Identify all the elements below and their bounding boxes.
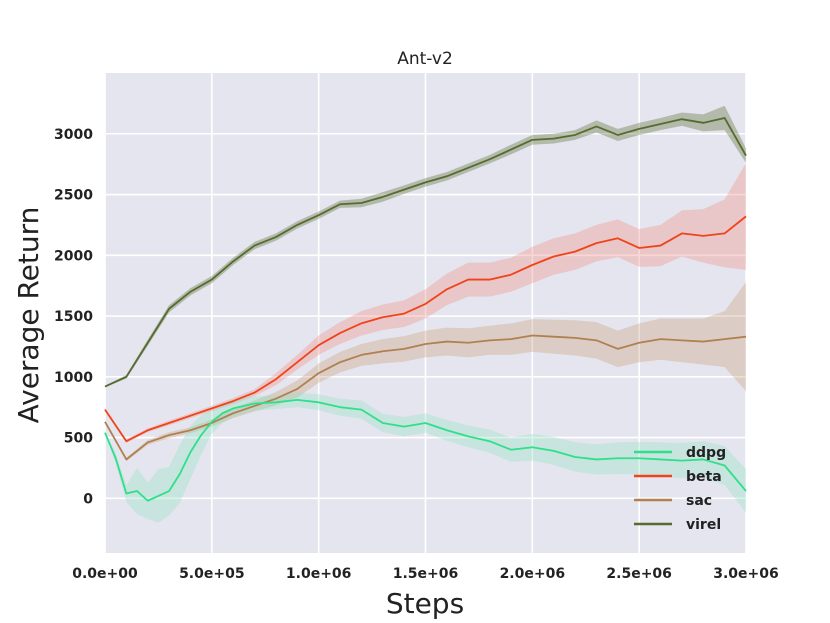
line-virel — [104, 117, 747, 388]
legend-label-sac: sac — [686, 493, 712, 509]
y-tick-label-4: 2000 — [54, 248, 93, 264]
x-tick-label-0: 0.0e+00 — [72, 566, 138, 582]
y-tick-label-5: 2500 — [54, 188, 93, 204]
line-ddpg — [104, 398, 747, 502]
legend-label-beta: beta — [686, 469, 722, 485]
x-tick-label-4: 2.0e+06 — [500, 566, 566, 582]
y-tick-label-3: 1500 — [54, 309, 93, 325]
legend-label-virel: virel — [686, 517, 721, 533]
band-sac — [105, 282, 746, 462]
y-tick-labels: 0 500 1000 1500 2000 2500 3000 — [54, 127, 93, 508]
x-tick-label-3: 1.5e+06 — [393, 566, 459, 582]
y-tick-label-2: 1000 — [54, 370, 93, 386]
y-tick-label-6: 3000 — [54, 127, 93, 143]
legend-label-ddpg: ddpg — [686, 445, 726, 461]
x-axis-label: Steps — [386, 587, 464, 620]
y-tick-label-1: 500 — [64, 431, 93, 447]
y-axis-label: Average Return — [12, 207, 45, 424]
line-beta — [104, 215, 747, 443]
grid — [104, 73, 747, 553]
chart-title: Ant-v2 — [397, 49, 453, 69]
legend: ddpg beta sac virel — [634, 445, 726, 533]
x-tick-label-6: 3.0e+06 — [713, 566, 779, 582]
x-tick-label-5: 2.5e+06 — [606, 566, 672, 582]
y-tick-label-0: 0 — [83, 491, 93, 507]
series-lines — [104, 117, 747, 502]
x-tick-label-2: 1.0e+06 — [286, 566, 352, 582]
x-tick-label-1: 5.0e+05 — [179, 566, 245, 582]
x-tick-labels: 0.0e+00 5.0e+05 1.0e+06 1.5e+06 2.0e+06 2.5e+… — [72, 566, 779, 582]
